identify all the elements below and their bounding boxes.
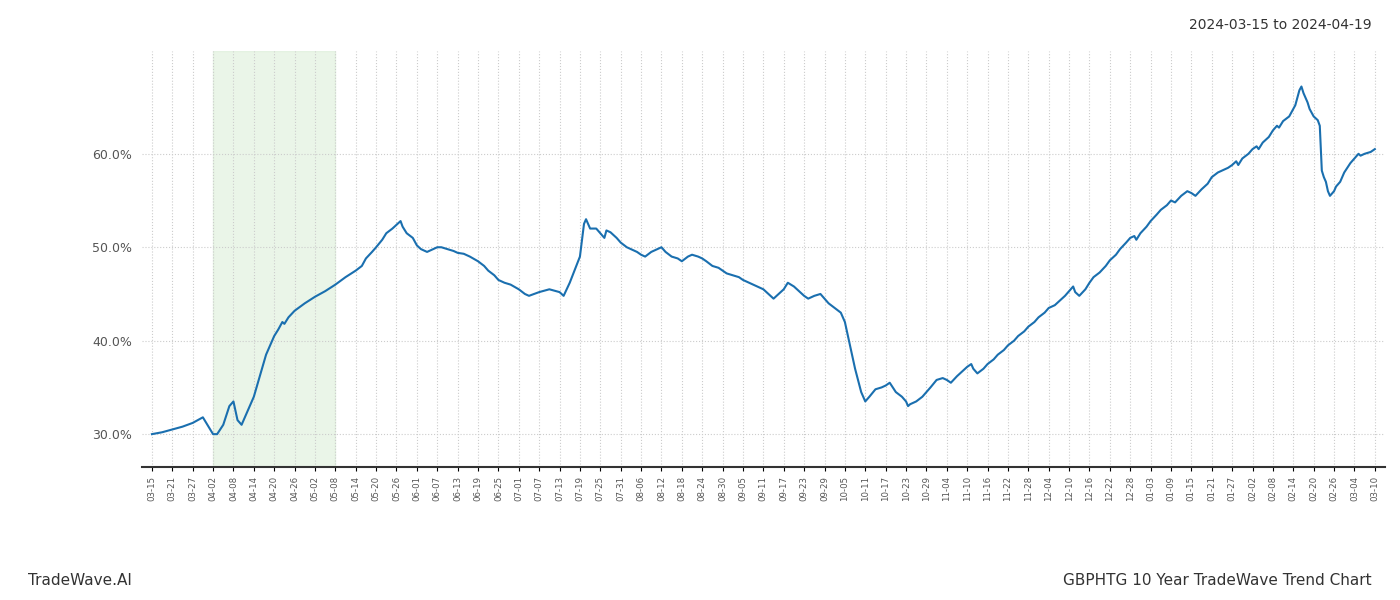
- Bar: [213, 51, 336, 467]
- Text: 2024-03-15 to 2024-04-19: 2024-03-15 to 2024-04-19: [1190, 18, 1372, 32]
- Text: GBPHTG 10 Year TradeWave Trend Chart: GBPHTG 10 Year TradeWave Trend Chart: [1064, 573, 1372, 588]
- Text: TradeWave.AI: TradeWave.AI: [28, 573, 132, 588]
